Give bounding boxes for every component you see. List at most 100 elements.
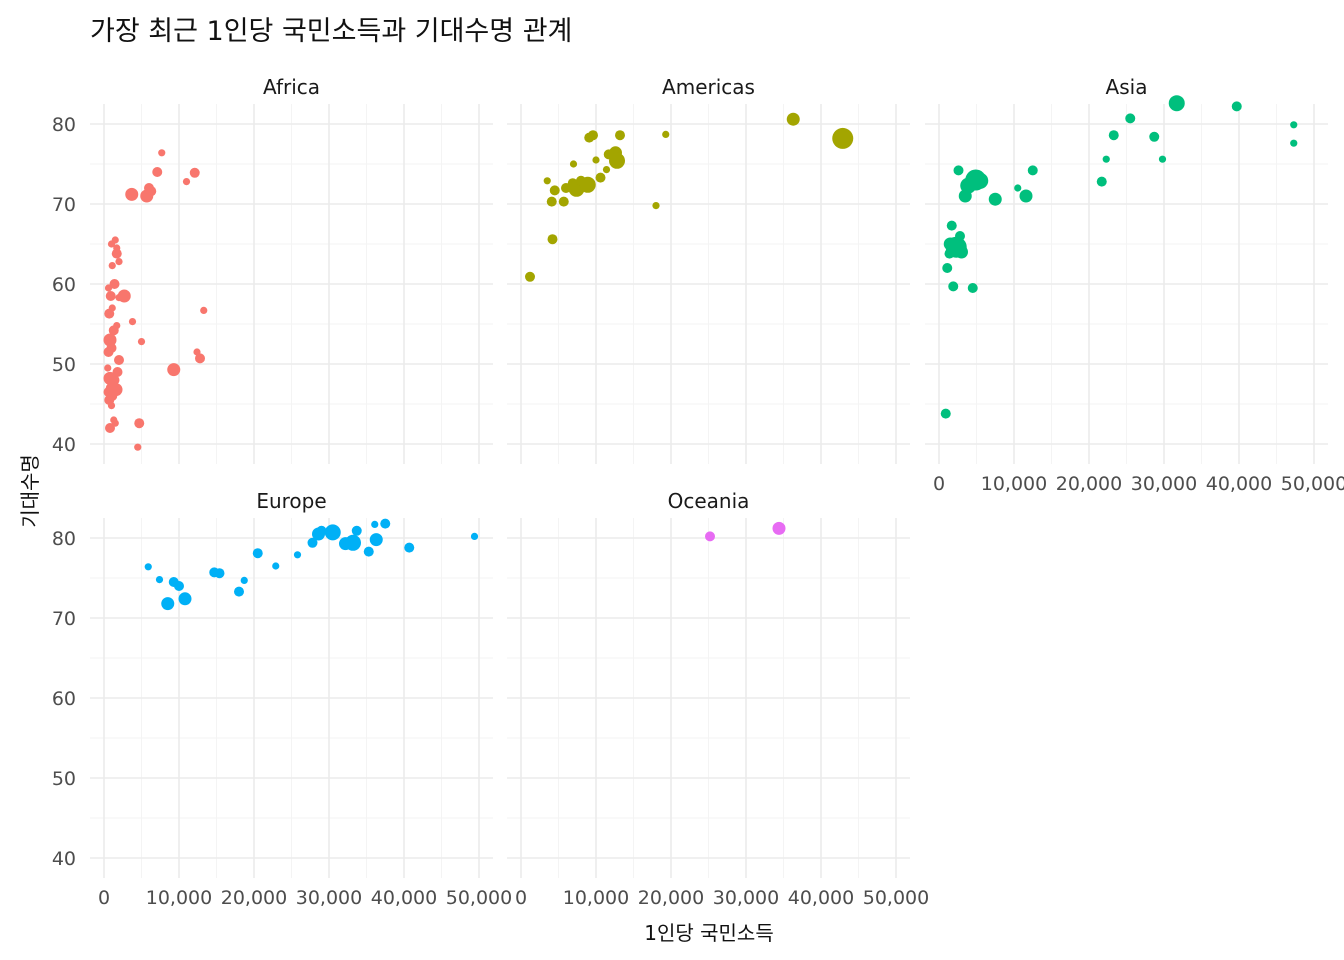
- facet-panel-africa: Africa 40 50 60 70 80: [52, 75, 493, 464]
- data-point: [182, 178, 191, 186]
- x-tick-label: 10,000: [563, 887, 629, 909]
- data-point: [252, 548, 263, 559]
- data-point: [543, 177, 551, 185]
- data-point: [1102, 155, 1110, 163]
- data-point: [189, 167, 200, 178]
- data-point: [955, 245, 968, 259]
- data-point: [161, 597, 175, 611]
- x-tick-label: 50,000: [863, 887, 929, 909]
- data-point: [167, 363, 181, 377]
- data-point: [569, 160, 578, 168]
- facet-strip-label: Europe: [256, 489, 326, 513]
- data-point: [1168, 95, 1185, 112]
- data-point: [109, 383, 123, 397]
- x-tick-label: 10,000: [146, 887, 212, 909]
- data-point: [113, 322, 121, 330]
- data-point: [363, 546, 374, 557]
- data-point: [324, 524, 341, 541]
- data-point: [155, 576, 164, 584]
- data-point: [525, 271, 535, 282]
- data-point: [1027, 165, 1038, 176]
- data-point: [615, 130, 625, 141]
- y-tick-label: 70: [52, 608, 76, 630]
- facet-strip-label: Americas: [662, 75, 755, 99]
- y-axis-title: 기대수명: [18, 454, 42, 528]
- data-point: [234, 586, 244, 597]
- x-tick-label: 30,000: [296, 887, 362, 909]
- data-point: [988, 192, 1002, 206]
- data-point: [128, 318, 137, 326]
- data-point: [772, 521, 786, 535]
- x-tick-label: 40,000: [788, 887, 854, 909]
- x-tick-label: 30,000: [713, 887, 779, 909]
- data-point: [953, 165, 964, 176]
- data-point: [104, 364, 112, 372]
- data-point: [380, 518, 391, 529]
- data-point: [214, 568, 225, 579]
- data-point: [272, 562, 280, 570]
- facet-panel-europe: Europe 40 50 60 70 80 0 10,000 20,000 30,000 40,00…: [52, 489, 512, 909]
- y-tick-label: 40: [52, 434, 76, 456]
- data-point: [595, 172, 606, 183]
- data-point: [195, 353, 205, 364]
- data-point: [114, 355, 124, 365]
- y-tick-label: 60: [52, 688, 76, 710]
- data-point: [200, 306, 208, 314]
- data-point: [588, 130, 598, 141]
- data-point: [955, 231, 965, 241]
- data-point: [293, 551, 302, 559]
- y-tick-label: 40: [52, 848, 76, 870]
- data-point: [103, 333, 117, 347]
- facet-strip-label: Oceania: [668, 489, 750, 513]
- x-tick-label: 0: [98, 887, 110, 909]
- y-tick-label: 70: [52, 194, 76, 216]
- data-point: [558, 196, 569, 207]
- data-point: [152, 167, 163, 177]
- data-point: [1019, 189, 1033, 203]
- data-point: [547, 234, 558, 245]
- data-point: [662, 130, 670, 138]
- x-tick-label: 20,000: [638, 887, 704, 909]
- data-point: [948, 281, 959, 292]
- data-point: [158, 149, 166, 157]
- data-point: [109, 375, 120, 385]
- data-point: [106, 343, 117, 353]
- facet-strip-label: Africa: [263, 75, 320, 99]
- data-point: [1290, 121, 1298, 129]
- data-point: [369, 533, 383, 547]
- data-point: [134, 443, 142, 451]
- facet-panels: Africa 40 50 60 70 80 Americas Asia 0 10,000 20,00…: [52, 75, 1344, 909]
- data-point: [316, 525, 327, 536]
- data-point: [609, 152, 625, 169]
- data-point: [240, 576, 248, 585]
- data-point: [942, 263, 953, 273]
- y-tick-label: 80: [52, 114, 76, 136]
- facet-panel-americas: Americas: [507, 75, 910, 464]
- x-axis-title: 1인당 국민소득: [644, 921, 773, 945]
- data-point: [1149, 131, 1160, 142]
- data-point: [705, 531, 715, 542]
- data-point: [178, 592, 192, 606]
- y-tick-label: 60: [52, 274, 76, 296]
- data-point: [1014, 184, 1022, 192]
- data-point: [113, 244, 121, 252]
- x-tick-label: 0: [933, 473, 945, 495]
- data-point: [112, 367, 123, 377]
- x-tick-label: 50,000: [1281, 473, 1344, 495]
- data-point: [786, 112, 800, 126]
- data-point: [1125, 113, 1136, 124]
- data-point: [972, 172, 989, 189]
- data-point: [940, 408, 951, 419]
- data-point: [579, 176, 596, 193]
- data-point: [832, 127, 854, 149]
- data-point: [1231, 101, 1242, 112]
- y-tick-label: 50: [52, 354, 76, 376]
- x-tick-label: 50,000: [446, 887, 512, 909]
- y-tick-label: 80: [52, 528, 76, 550]
- data-point: [1290, 139, 1298, 147]
- data-point: [134, 418, 145, 429]
- data-point: [174, 581, 184, 591]
- data-point: [108, 304, 116, 312]
- data-point: [404, 542, 415, 553]
